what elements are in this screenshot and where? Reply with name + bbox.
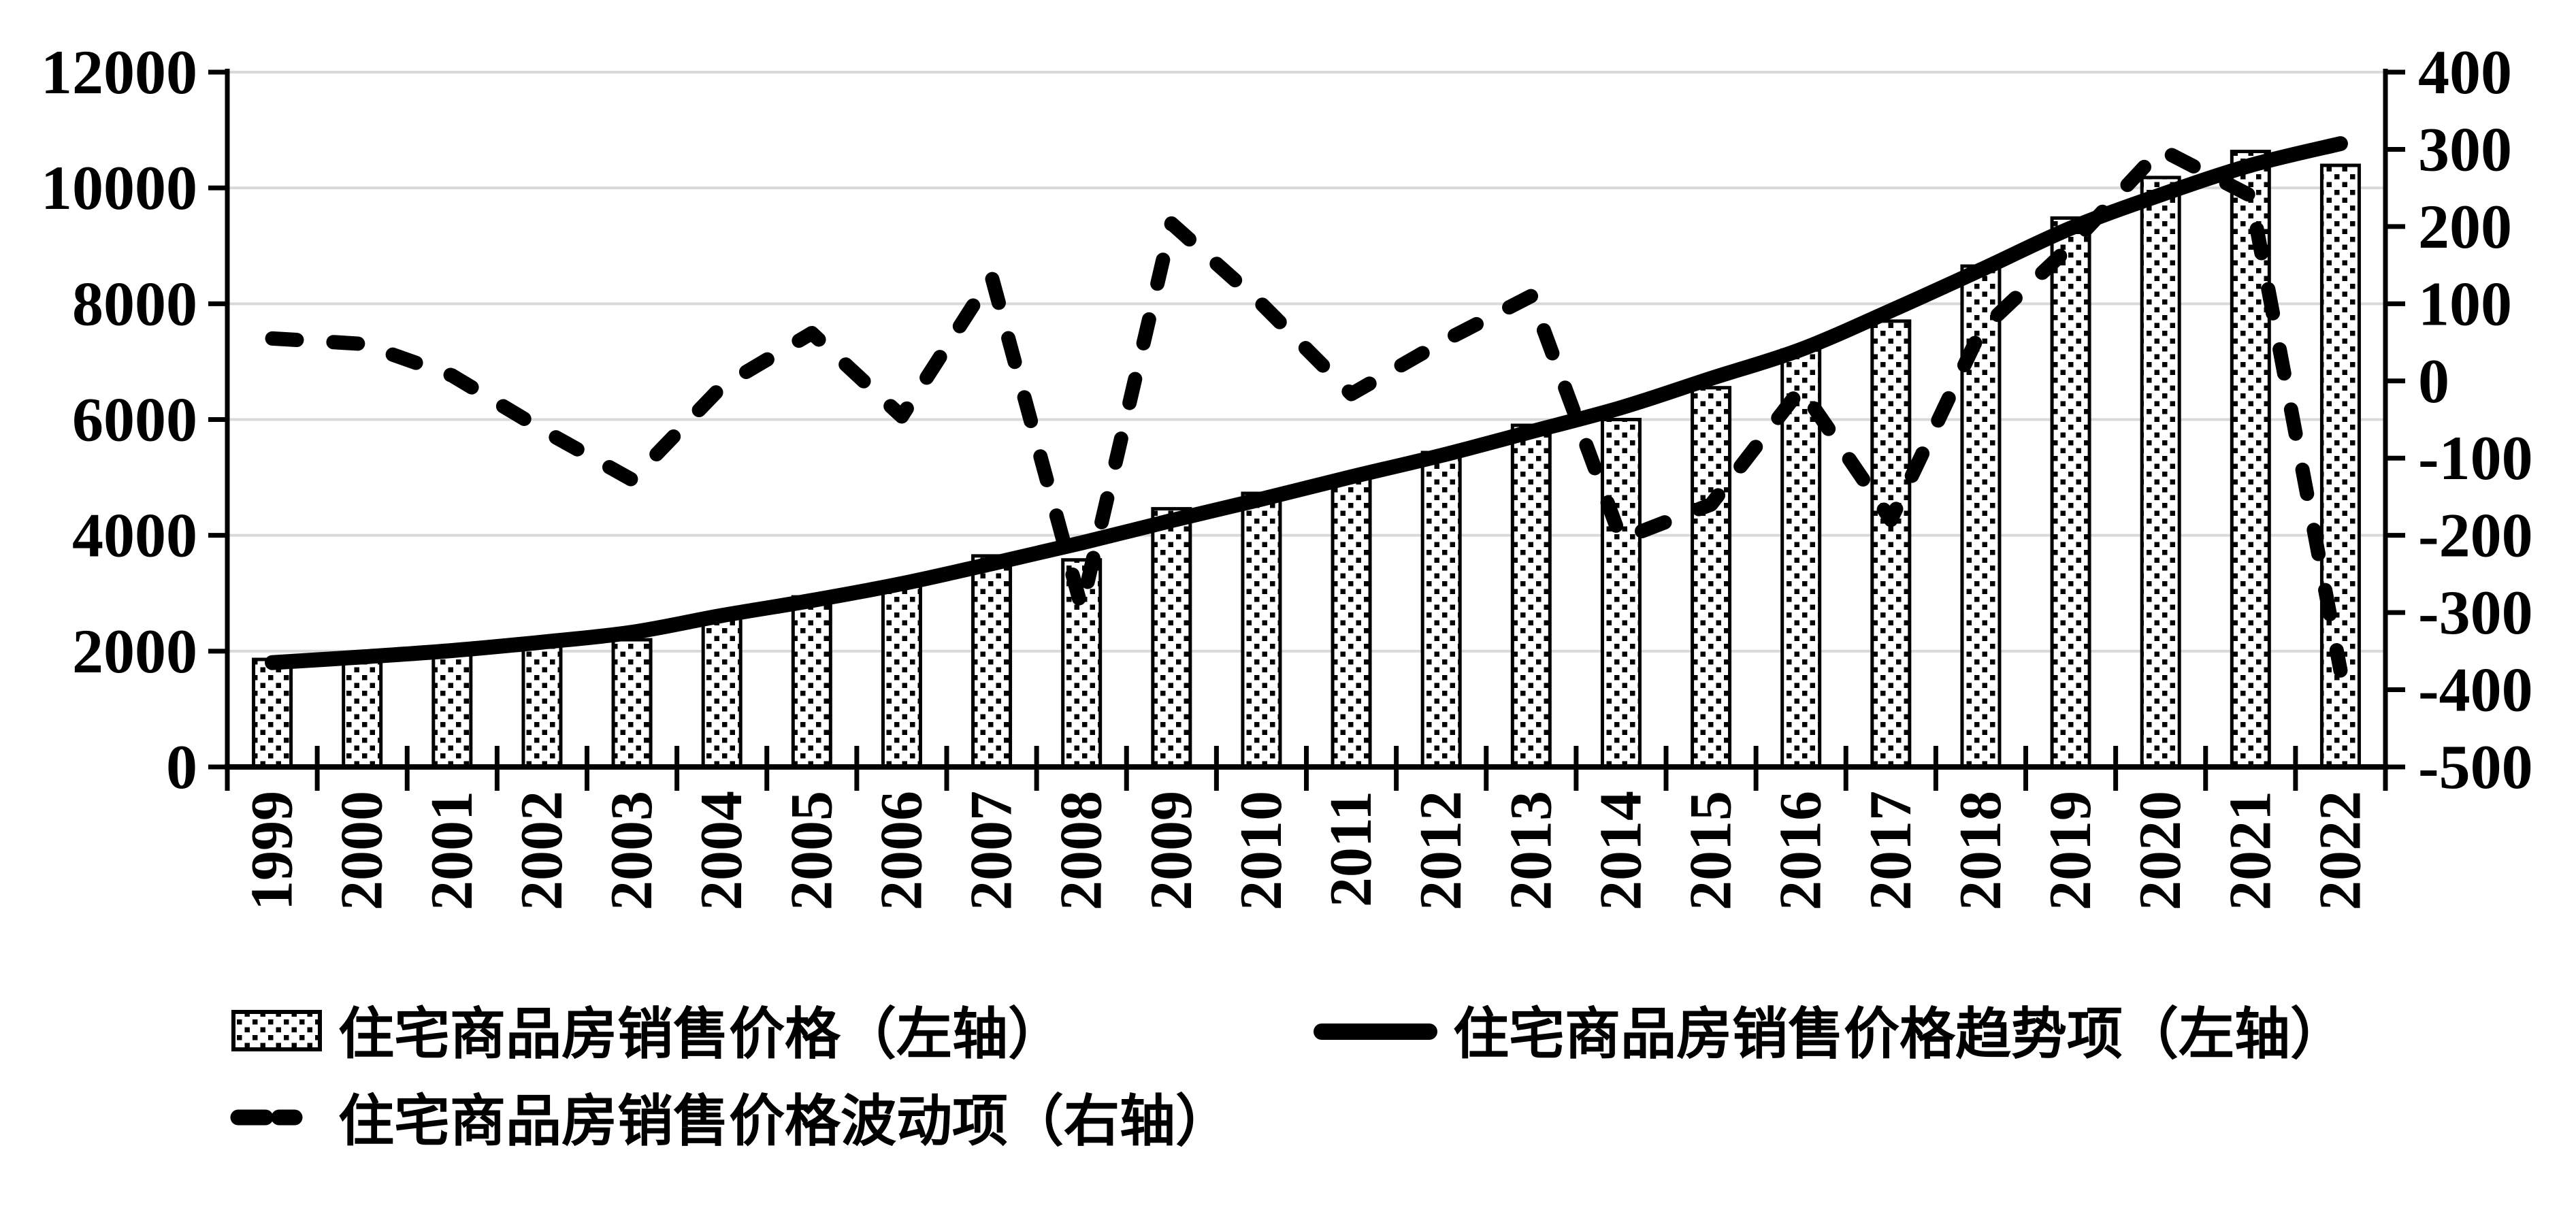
bar-2017 bbox=[1870, 319, 1912, 769]
bar-2002 bbox=[521, 644, 563, 769]
year-label-2014: 2014 bbox=[1588, 791, 1654, 911]
year-label-2020: 2020 bbox=[2127, 791, 2194, 911]
bar-2009 bbox=[1151, 507, 1192, 769]
year-label-2004: 2004 bbox=[689, 791, 755, 911]
bar-2006 bbox=[881, 585, 922, 769]
bar-1999 bbox=[252, 657, 293, 769]
bar-2014 bbox=[1600, 418, 1642, 769]
axis-labels: 020004000600080001000012000-500-400-300-… bbox=[41, 37, 2533, 911]
year-label-2008: 2008 bbox=[1049, 791, 1115, 911]
year-label-2016: 2016 bbox=[1768, 791, 1834, 911]
year-label-2002: 2002 bbox=[509, 791, 575, 911]
year-label-2015: 2015 bbox=[1678, 791, 1744, 911]
legend: 住宅商品房销售价格（左轴） 住宅商品房销售价格趋势项（左轴） 住宅商品房销售价格… bbox=[230, 1004, 2346, 1153]
fluctuation-line bbox=[265, 142, 2348, 678]
bar-2007 bbox=[971, 554, 1013, 769]
year-label-2011: 2011 bbox=[1318, 791, 1384, 907]
legend-bar-swatch bbox=[231, 1010, 322, 1051]
legend-trend-label: 住宅商品房销售价格趋势项（左轴） bbox=[1453, 1004, 2346, 1066]
year-label-2000: 2000 bbox=[329, 791, 395, 911]
axes bbox=[208, 69, 2405, 791]
left-axis-label-12000: 12000 bbox=[41, 37, 197, 107]
left-axis-label-4000: 4000 bbox=[72, 501, 197, 570]
right-axis-label-200: 200 bbox=[2418, 192, 2512, 261]
line-series bbox=[265, 136, 2348, 678]
left-axis-label-8000: 8000 bbox=[72, 269, 197, 338]
left-axis-label-6000: 6000 bbox=[72, 385, 197, 455]
bar-2012 bbox=[1420, 451, 1462, 769]
year-label-2005: 2005 bbox=[779, 791, 845, 911]
year-label-2010: 2010 bbox=[1228, 791, 1294, 911]
year-label-2007: 2007 bbox=[959, 791, 1025, 911]
year-label-2001: 2001 bbox=[419, 791, 485, 911]
right-axis-label--100: -100 bbox=[2418, 423, 2533, 493]
year-label-2009: 2009 bbox=[1139, 791, 1205, 911]
year-label-2013: 2013 bbox=[1498, 791, 1564, 911]
left-axis-label-0: 0 bbox=[166, 732, 197, 802]
bar-2011 bbox=[1331, 476, 1372, 769]
right-axis-label--500: -500 bbox=[2418, 732, 2533, 802]
bar-2010 bbox=[1241, 491, 1282, 769]
left-axis-label-10000: 10000 bbox=[41, 153, 197, 223]
year-label-2021: 2021 bbox=[2217, 791, 2283, 911]
legend-fluct-label: 住宅商品房销售价格波动项（右轴） bbox=[338, 1091, 1231, 1153]
right-axis-label--300: -300 bbox=[2418, 578, 2533, 647]
year-label-1999: 1999 bbox=[240, 791, 306, 911]
bar-2020 bbox=[2140, 176, 2181, 769]
right-axis-label-100: 100 bbox=[2418, 269, 2512, 338]
bar-2001 bbox=[431, 648, 473, 769]
right-axis-label--200: -200 bbox=[2418, 501, 2533, 570]
gridlines bbox=[227, 71, 2385, 653]
right-axis-label--400: -400 bbox=[2418, 655, 2533, 725]
year-label-2019: 2019 bbox=[2038, 791, 2104, 911]
left-axis-label-2000: 2000 bbox=[72, 617, 197, 686]
year-label-2003: 2003 bbox=[599, 791, 665, 911]
right-axis-label-400: 400 bbox=[2418, 37, 2512, 107]
bar-2013 bbox=[1510, 423, 1552, 769]
bar-2003 bbox=[611, 638, 653, 769]
bar-2004 bbox=[701, 614, 743, 769]
year-label-2022: 2022 bbox=[2307, 791, 2373, 911]
trend-line bbox=[265, 136, 2348, 670]
bar-2019 bbox=[2050, 216, 2091, 769]
year-label-2012: 2012 bbox=[1408, 791, 1474, 911]
year-label-2018: 2018 bbox=[1948, 791, 2014, 911]
legend-bar-label: 住宅商品房销售价格（左轴） bbox=[338, 1004, 1064, 1066]
right-axis-label-0: 0 bbox=[2418, 346, 2449, 416]
year-label-2006: 2006 bbox=[868, 791, 934, 911]
right-axis-label-300: 300 bbox=[2418, 114, 2512, 184]
bar-2015 bbox=[1691, 386, 1732, 769]
bar-2000 bbox=[342, 652, 383, 769]
year-label-2017: 2017 bbox=[1858, 791, 1924, 911]
bar-2005 bbox=[791, 595, 832, 769]
